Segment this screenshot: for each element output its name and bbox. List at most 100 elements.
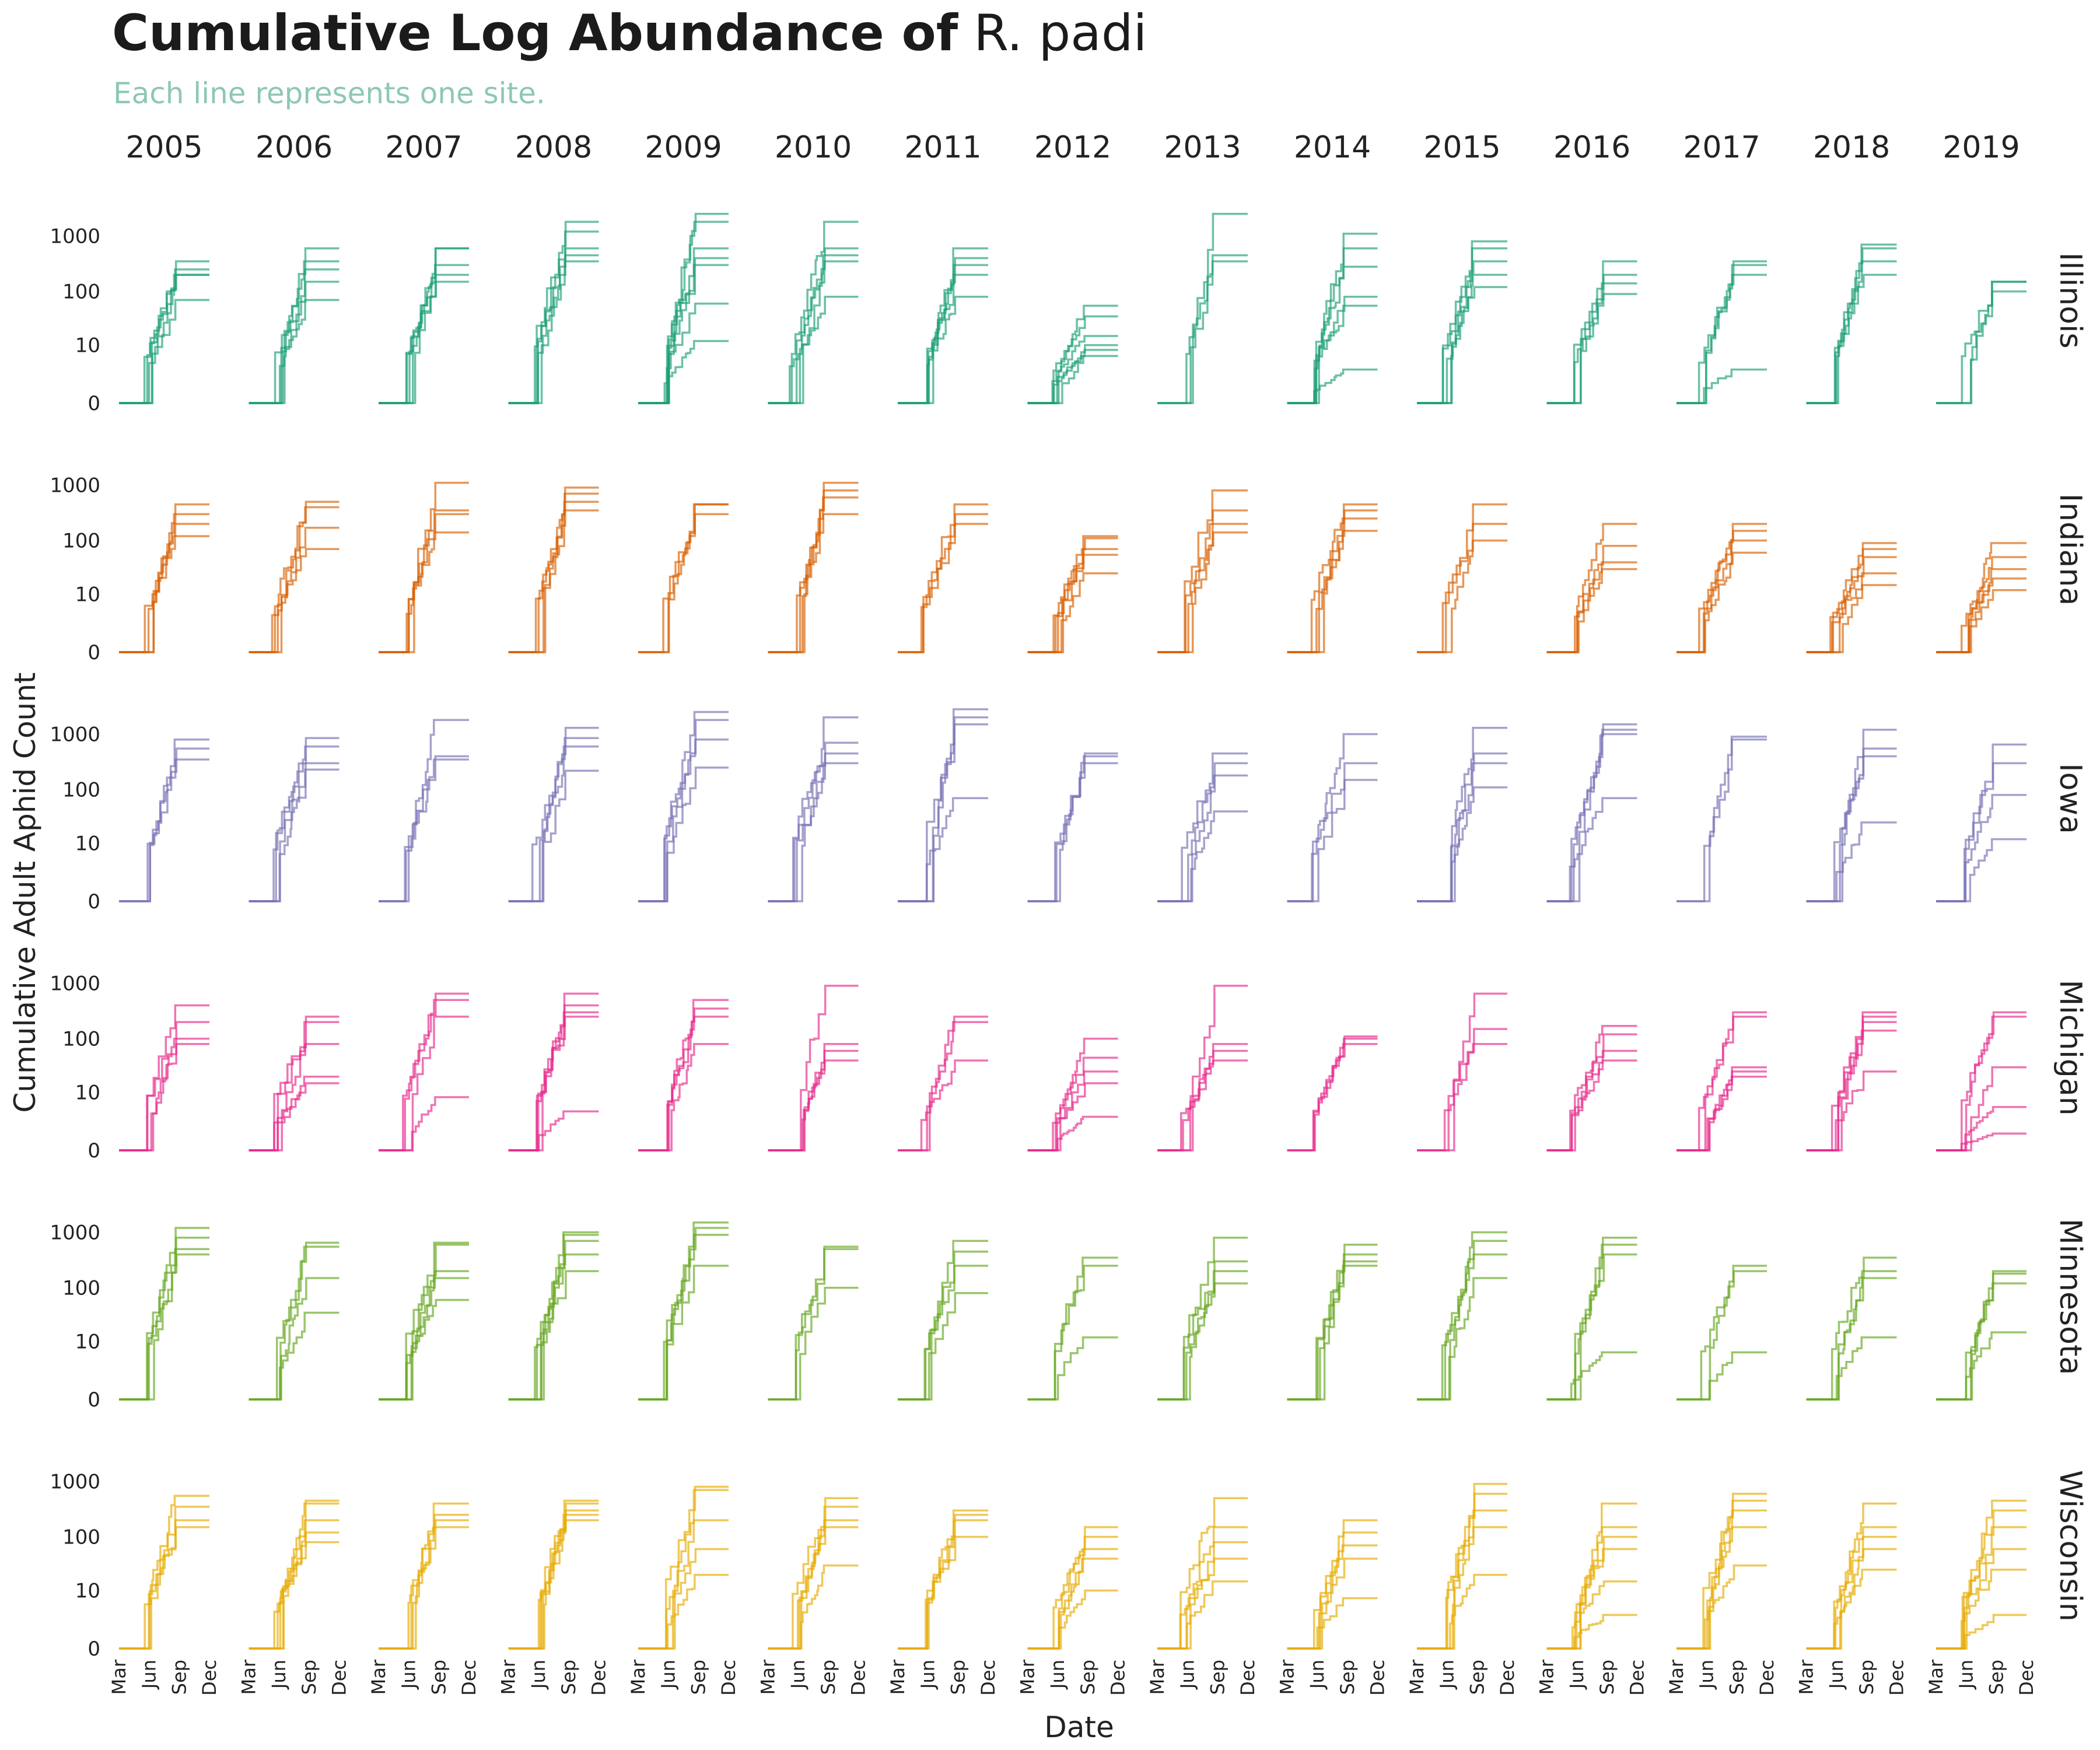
x-axis-label: Date bbox=[1044, 1710, 1114, 1744]
site-line bbox=[768, 741, 859, 902]
site-line bbox=[249, 527, 340, 653]
site-line bbox=[1157, 212, 1248, 404]
site-line bbox=[1936, 1270, 2027, 1401]
site-line bbox=[1027, 1082, 1118, 1152]
site-line bbox=[898, 1519, 988, 1650]
site-line bbox=[1157, 762, 1248, 902]
x-tick-label: Mar bbox=[1925, 1659, 1947, 1695]
year-label: 2007 bbox=[385, 130, 462, 165]
site-line bbox=[1676, 1070, 1767, 1152]
site-line bbox=[768, 1049, 859, 1152]
site-line bbox=[508, 745, 599, 902]
site-line bbox=[768, 496, 859, 653]
site-line bbox=[1546, 523, 1637, 653]
site-line bbox=[1027, 1548, 1118, 1650]
site-line bbox=[249, 1311, 340, 1401]
site-line bbox=[119, 738, 209, 902]
site-line bbox=[1417, 1277, 1507, 1401]
site-line bbox=[1287, 762, 1378, 902]
x-tick-label: Sep bbox=[947, 1660, 969, 1695]
site-line bbox=[1027, 355, 1118, 404]
site-line bbox=[508, 1110, 599, 1152]
site-line bbox=[1806, 1277, 1897, 1401]
site-line bbox=[1676, 1564, 1767, 1650]
y-tick-label: 100 bbox=[62, 281, 100, 304]
site-line bbox=[638, 247, 729, 404]
site-line bbox=[1806, 1502, 1897, 1650]
x-tick-label: Jun bbox=[1306, 1660, 1328, 1690]
site-line bbox=[1676, 1351, 1767, 1401]
site-line bbox=[1287, 1558, 1378, 1650]
site-line bbox=[379, 999, 469, 1152]
site-line bbox=[1806, 247, 1897, 404]
site-line bbox=[898, 1021, 988, 1152]
site-line bbox=[508, 230, 599, 404]
site-line bbox=[1806, 572, 1897, 653]
x-tick-label: Dec bbox=[458, 1660, 480, 1696]
site-line bbox=[1417, 992, 1507, 1152]
x-tick-label: Mar bbox=[1796, 1659, 1818, 1695]
site-line bbox=[1027, 752, 1118, 902]
site-line bbox=[1287, 232, 1378, 404]
year-label: 2010 bbox=[775, 130, 852, 165]
site-line bbox=[1417, 1483, 1507, 1650]
site-line bbox=[1287, 1597, 1378, 1650]
x-tick-label: Mar bbox=[1146, 1659, 1168, 1695]
x-tick-label: Mar bbox=[368, 1659, 390, 1695]
site-line bbox=[1027, 1336, 1118, 1401]
site-line bbox=[898, 716, 988, 902]
title-species: R. padi bbox=[974, 4, 1147, 62]
site-line bbox=[1546, 797, 1637, 902]
site-line bbox=[768, 762, 859, 902]
site-line bbox=[898, 264, 988, 404]
site-line bbox=[1027, 1115, 1118, 1152]
site-line bbox=[119, 513, 209, 653]
site-line bbox=[1676, 1492, 1767, 1650]
site-line bbox=[638, 766, 729, 902]
site-line bbox=[1546, 729, 1637, 902]
site-line bbox=[1546, 733, 1637, 902]
site-line bbox=[119, 1526, 209, 1650]
site-line bbox=[1936, 1331, 2027, 1401]
y-tick-label: 100 bbox=[62, 1526, 100, 1549]
site-line bbox=[768, 1245, 859, 1401]
site-line bbox=[1806, 1256, 1897, 1401]
x-tick-label: Dec bbox=[1107, 1660, 1129, 1696]
x-tick-label: Mar bbox=[1017, 1659, 1039, 1695]
year-label: 2011 bbox=[904, 130, 981, 165]
site-line bbox=[898, 1535, 988, 1650]
site-line bbox=[1027, 1526, 1118, 1650]
site-line bbox=[638, 503, 729, 653]
site-line bbox=[1546, 1025, 1637, 1152]
site-line bbox=[1936, 1011, 2027, 1152]
site-line bbox=[638, 257, 729, 404]
site-line bbox=[379, 758, 469, 902]
site-line bbox=[1546, 1526, 1637, 1650]
site-line bbox=[508, 260, 599, 404]
site-line bbox=[1417, 286, 1507, 404]
site-line bbox=[249, 501, 340, 653]
site-line bbox=[638, 1007, 729, 1152]
site-line bbox=[638, 1043, 729, 1152]
site-line bbox=[768, 1526, 859, 1650]
site-line bbox=[249, 247, 340, 404]
site-line bbox=[1417, 1231, 1507, 1401]
site-line bbox=[508, 737, 599, 902]
site-line bbox=[508, 1509, 599, 1650]
site-line bbox=[1676, 264, 1767, 404]
site-line bbox=[249, 745, 340, 902]
site-line bbox=[508, 1519, 599, 1650]
site-line bbox=[249, 1082, 340, 1152]
y-tick-label: 0 bbox=[88, 1139, 100, 1163]
x-tick-label: Sep bbox=[298, 1660, 320, 1695]
y-tick-label: 0 bbox=[88, 1637, 100, 1661]
site-line bbox=[1287, 1260, 1378, 1401]
y-tick-label: 10 bbox=[75, 1082, 100, 1105]
site-line bbox=[119, 1227, 209, 1401]
site-line bbox=[1676, 551, 1767, 653]
site-line bbox=[898, 257, 988, 404]
site-line bbox=[638, 1221, 729, 1401]
site-line bbox=[508, 769, 599, 902]
site-line bbox=[119, 299, 209, 404]
x-tick-label: Jun bbox=[1696, 1660, 1718, 1690]
